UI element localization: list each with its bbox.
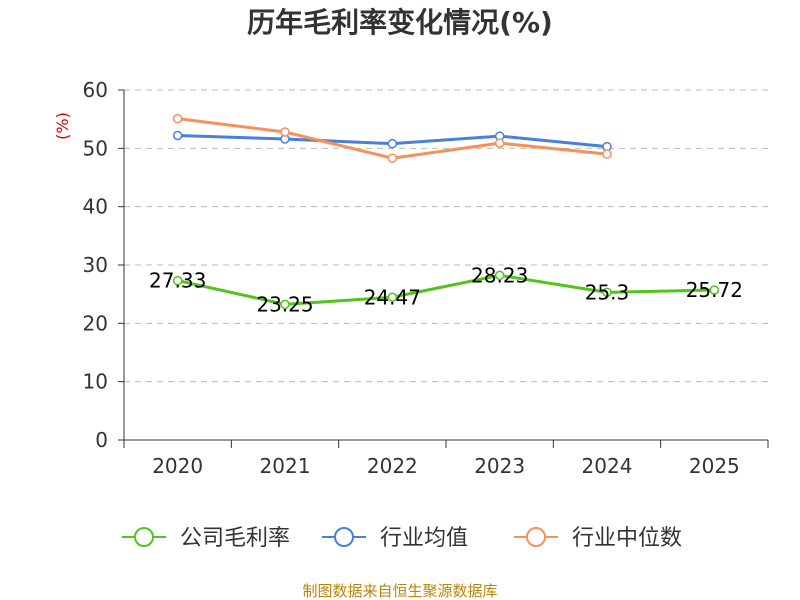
point-s0-2022[interactable] <box>387 292 398 303</box>
y-tick-30: 30 <box>83 253 108 277</box>
x-tick-2020: 2020 <box>152 454 203 478</box>
point-s1-2020[interactable] <box>172 130 183 141</box>
legend-marker-0 <box>134 527 154 547</box>
y-tick-labels: 0 10 20 30 40 50 60 <box>83 78 108 452</box>
legend-label-0: 公司毛利率 <box>180 526 290 551</box>
chart-title: 历年毛利率变化情况(%) <box>247 6 553 39</box>
x-tick-labels: 2020 2021 2022 2023 2024 2025 <box>152 454 740 478</box>
y-axis-label: (%) <box>53 112 72 140</box>
y-tick-50: 50 <box>83 136 108 160</box>
x-tick-2024: 2024 <box>582 454 633 478</box>
legend-item-0[interactable]: 公司毛利率 <box>122 526 290 551</box>
data-label-2025: 25.72 <box>686 278 743 302</box>
axes <box>118 89 769 448</box>
point-s1-2022[interactable] <box>387 138 398 149</box>
point-s0-2025[interactable] <box>709 285 720 295</box>
series-lines <box>177 117 715 306</box>
data-label-2024: 25.3 <box>585 280 630 304</box>
legend-marker-2 <box>526 527 546 547</box>
legend-item-1[interactable]: 行业均值 <box>322 526 468 551</box>
point-s0-2020[interactable] <box>172 275 183 286</box>
x-tick-2021: 2021 <box>260 454 311 478</box>
y-tick-40: 40 <box>83 195 108 219</box>
data-labels: 27.33 23.25 24.47 28.23 25.3 25.72 <box>149 263 743 316</box>
legend-label-1: 行业均值 <box>380 526 468 551</box>
x-tick-2022: 2022 <box>367 454 418 478</box>
point-s0-2024[interactable] <box>602 287 612 298</box>
data-label-2021: 23.25 <box>256 292 313 316</box>
y-tick-60: 60 <box>83 78 108 102</box>
point-s2-2023[interactable] <box>494 138 505 148</box>
point-s2-2022[interactable] <box>387 153 398 163</box>
data-label-2023: 28.23 <box>471 263 528 287</box>
legend[interactable]: 公司毛利率 行业均值 行业中位数 <box>122 526 682 551</box>
data-label-2020: 27.33 <box>149 269 206 293</box>
point-s2-2024[interactable] <box>602 149 612 159</box>
point-s2-2020[interactable] <box>172 113 183 124</box>
data-label-2022: 24.47 <box>364 285 421 309</box>
point-s0-2021[interactable] <box>280 299 290 310</box>
y-tick-20: 20 <box>83 311 108 335</box>
x-tick-2025: 2025 <box>689 454 740 478</box>
legend-item-2[interactable]: 行业中位数 <box>514 526 682 551</box>
legend-label-2: 行业中位数 <box>572 526 682 551</box>
y-tick-10: 10 <box>83 370 108 394</box>
x-tick-2023: 2023 <box>474 454 525 478</box>
grid-lines <box>124 89 768 383</box>
point-s0-2023[interactable] <box>494 270 505 281</box>
series-points <box>172 113 720 310</box>
point-s2-2021[interactable] <box>280 127 290 137</box>
point-s1-2024[interactable] <box>602 141 612 152</box>
series-line-0 <box>177 273 715 306</box>
legend-marker-1 <box>334 527 354 547</box>
source-note: 制图数据来自恒生聚源数据库 <box>302 582 497 600</box>
y-tick-0: 0 <box>95 428 108 452</box>
